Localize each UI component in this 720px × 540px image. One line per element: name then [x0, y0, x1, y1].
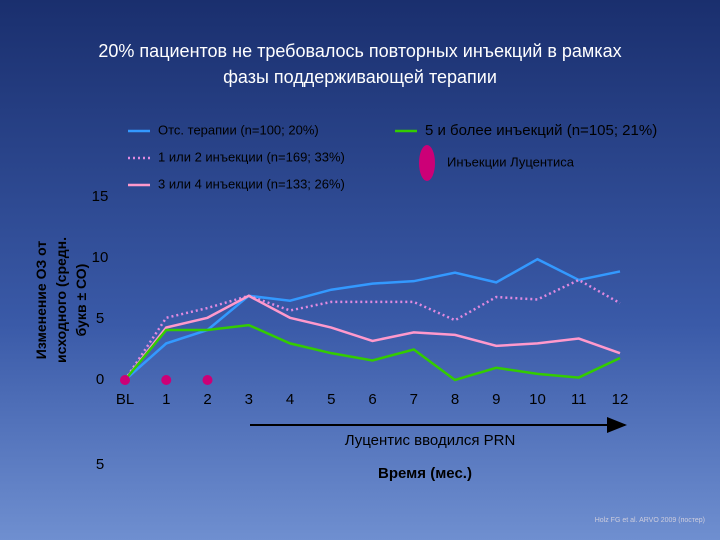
- x-tick-label: 1: [162, 391, 170, 408]
- x-tick-label: 8: [451, 391, 459, 408]
- series-line: [124, 294, 621, 381]
- legend-label: Отс. терапии (n=100; 20%): [158, 122, 319, 137]
- legend-label: Инъекции Луцентиса: [447, 154, 575, 169]
- injection-marker: [120, 375, 130, 385]
- annotation: Луцентис вводился PRN: [345, 432, 516, 449]
- legend-label: 5 и более инъекций (n=105; 21%): [425, 122, 657, 139]
- y-tick-label: 15: [92, 188, 109, 205]
- y-axis-label: Изменение ОЗ от исходного (средн. букв ± С…: [33, 237, 89, 363]
- y-tick-label: 10: [92, 249, 109, 266]
- y-tick-label: 5: [96, 456, 104, 473]
- series-line: [124, 323, 621, 382]
- x-tick-label: 4: [286, 391, 294, 408]
- x-tick-label: 9: [492, 391, 500, 408]
- injection-marker: [161, 375, 172, 385]
- x-tick-label: 2: [203, 391, 211, 408]
- x-tick-label: 12: [612, 391, 629, 408]
- chart-title: 20% пациентов не требовалось повторных и…: [98, 41, 621, 87]
- legend-swatch: [419, 145, 435, 181]
- x-tick-label: BL: [116, 391, 134, 408]
- y-tick-label: 5: [96, 310, 104, 327]
- x-tick-label: 3: [245, 391, 253, 408]
- footnote: Holz FG et al. ARVO 2009 (постер): [595, 517, 705, 524]
- x-tick-label: 5: [327, 391, 335, 408]
- x-tick-label: 10: [529, 391, 546, 408]
- x-tick-label: 6: [368, 391, 376, 408]
- legend-label: 1 или 2 инъекции (n=169; 33%): [158, 149, 345, 164]
- legend-label: 3 или 4 инъекции (n=133; 26%): [158, 176, 345, 191]
- x-tick-label: 11: [571, 391, 587, 408]
- y-tick-label: 0: [96, 371, 104, 388]
- x-axis-label: Время (мес.): [378, 465, 472, 482]
- x-tick-label: 7: [410, 391, 418, 408]
- injection-marker: [202, 375, 213, 385]
